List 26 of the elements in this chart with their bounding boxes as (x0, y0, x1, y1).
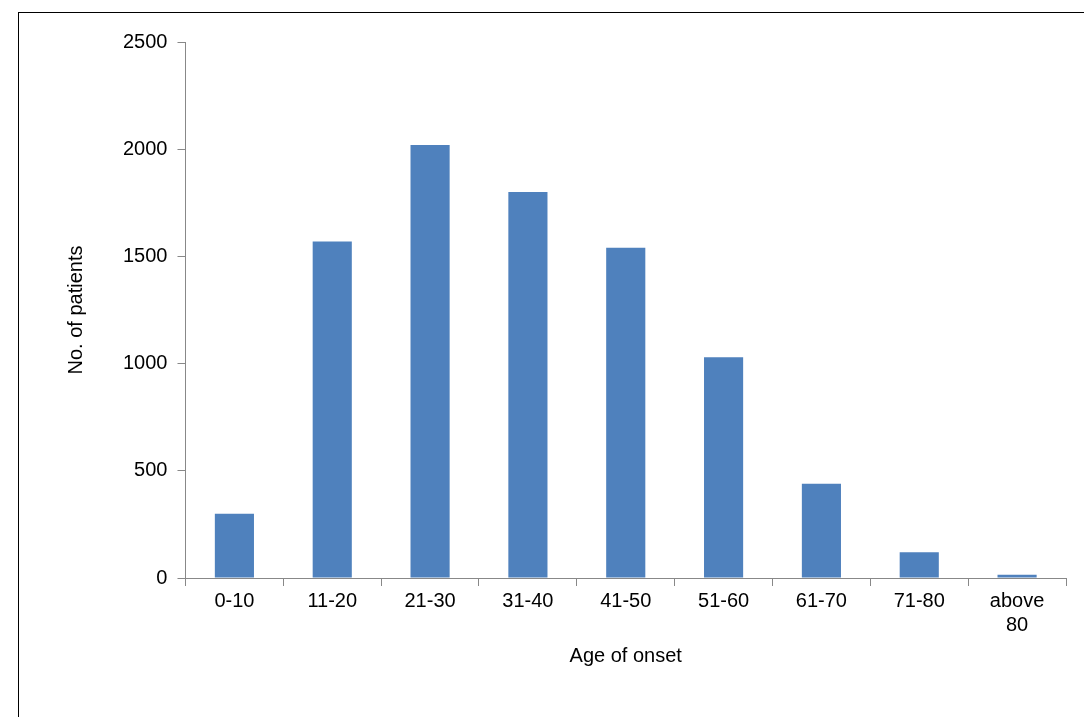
x-tick-label: above 80 (989, 588, 1045, 635)
bar (410, 144, 450, 578)
x-tick-label: 0-10 (214, 588, 255, 611)
x-tick-label: 61-70 (795, 588, 847, 611)
x-tick-label: 41-50 (600, 588, 652, 611)
bar (508, 192, 548, 578)
bar (214, 513, 254, 578)
y-tick-label: 1000 (122, 351, 168, 374)
x-tick-label: 71-80 (893, 588, 945, 611)
x-tick-label: 51-60 (698, 588, 750, 611)
y-axis-title: No. of patients (63, 245, 86, 375)
y-tick-label: 2500 (122, 29, 168, 52)
x-axis-title: Age of onset (569, 643, 683, 666)
bar (312, 241, 352, 578)
y-tick-label: 0 (156, 565, 168, 588)
bar (801, 483, 841, 578)
x-tick-label: 31-40 (502, 588, 554, 611)
bar (899, 552, 939, 578)
bar (997, 574, 1037, 578)
y-tick-label: 2000 (122, 136, 168, 159)
y-tick-label: 1500 (122, 243, 168, 266)
x-tick-label: 21-30 (404, 588, 456, 611)
x-tick-label: 11-20 (307, 588, 358, 611)
bar (704, 357, 744, 578)
bar (606, 247, 646, 578)
y-tick-label: 500 (134, 458, 168, 481)
